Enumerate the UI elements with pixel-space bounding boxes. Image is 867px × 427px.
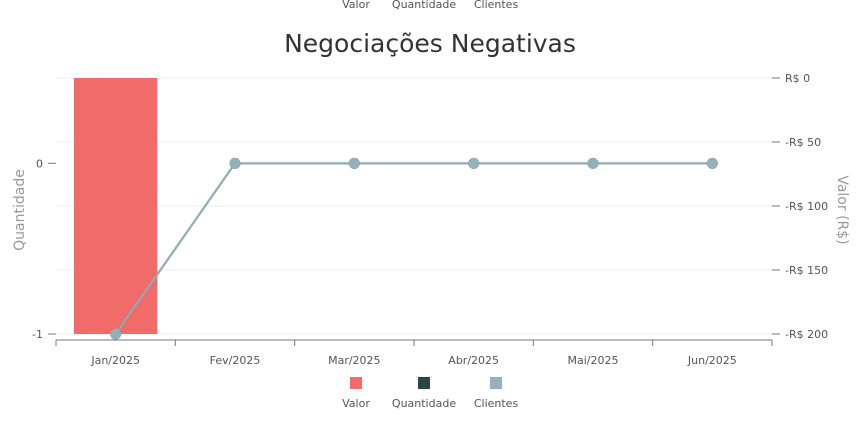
axes: R$ 0 -R$ 50 -R$ 100 -R$ 150 -R$ 200 0 -1 Jan/20… — [32, 72, 828, 367]
line-quantidade — [114, 162, 713, 335]
y-right-tick-label: -R$ 50 — [785, 136, 821, 149]
series-points — [110, 157, 718, 340]
line-clientes — [114, 162, 713, 335]
x-tick-label: Fev/2025 — [210, 354, 261, 367]
legend-swatch — [350, 377, 362, 389]
legend-label: Valor — [342, 397, 370, 410]
y-right-tick-label: -R$ 150 — [785, 264, 828, 277]
y-right-tick-label: -R$ 100 — [785, 200, 828, 213]
chart-title: Negociações Negativas — [284, 29, 576, 58]
legend-swatch — [418, 377, 430, 389]
x-tick-label: Mai/2025 — [568, 354, 619, 367]
y-right-axis-title: Valor (R$) — [834, 175, 850, 244]
point-clientes — [706, 157, 718, 169]
point-clientes — [587, 157, 599, 169]
top-legend-label: Clientes — [474, 0, 519, 11]
bar-valor — [73, 78, 158, 334]
legend-label: Quantidade — [392, 397, 456, 410]
x-tick-label: Mar/2025 — [328, 354, 380, 367]
point-clientes — [110, 328, 122, 340]
legend-label: Clientes — [474, 397, 519, 410]
gridlines — [56, 77, 772, 335]
top-legend-label: Quantidade — [392, 0, 456, 11]
y-right-tick-label: -R$ 200 — [785, 328, 828, 341]
x-tick-label: Jun/2025 — [687, 354, 737, 367]
y-left-tick-label: -1 — [32, 328, 43, 341]
y-left-tick-label: 0 — [36, 157, 43, 170]
x-tick-label: Abr/2025 — [448, 354, 499, 367]
top-legend-label: Valor — [342, 0, 370, 11]
point-clientes — [229, 157, 241, 169]
legend-swatch — [490, 377, 502, 389]
series-lines — [114, 162, 713, 335]
y-right-tick-label: R$ 0 — [785, 72, 810, 85]
y-left-axis-title: Quantidade — [12, 169, 28, 251]
legend: Valor Quantidade Clientes — [342, 377, 518, 410]
point-clientes — [468, 157, 480, 169]
bars-valor — [73, 78, 158, 334]
top-legend-clipped: Valor Quantidade Clientes — [342, 0, 518, 11]
x-tick-label: Jan/2025 — [90, 354, 140, 367]
point-clientes — [348, 157, 360, 169]
